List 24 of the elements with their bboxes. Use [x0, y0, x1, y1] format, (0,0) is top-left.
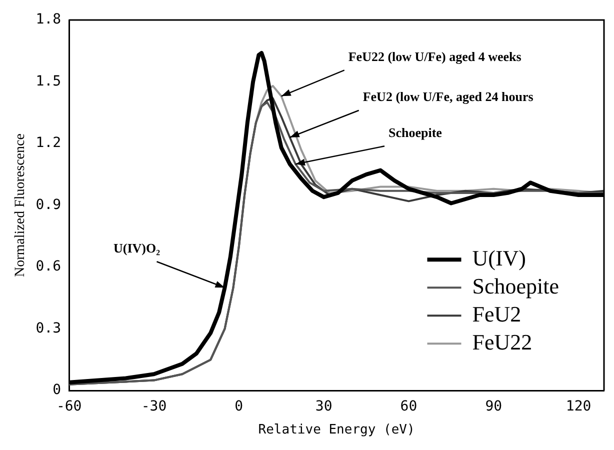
legend-label: Schoepite: [472, 273, 560, 298]
x-tick-label: 90: [485, 398, 502, 415]
y-tick-label: 0: [52, 382, 62, 398]
annotation: FeU22 (low U/Fe) aged 4 weeks: [348, 49, 522, 64]
y-axis-title: Normalized Fluorescence: [13, 134, 28, 278]
x-tick-label: -30: [141, 398, 167, 415]
y-tick-label: 1.8: [36, 12, 62, 28]
annotation: Schoepite: [388, 124, 442, 140]
x-tick-label: -60: [56, 398, 82, 415]
y-tick-label: 1.2: [36, 135, 62, 152]
legend-label: FeU2: [472, 301, 522, 326]
legend-label: U(IV): [472, 245, 526, 270]
x-tick-label: 60: [400, 398, 418, 415]
y-tick-label: 0.3: [36, 320, 62, 336]
x-tick-label: 120: [566, 398, 592, 415]
legend-label: FeU22: [472, 329, 532, 354]
y-tick-label: 0.6: [36, 258, 62, 275]
y-tick-label: 0.9: [36, 196, 62, 213]
y-tick-label: 1.5: [36, 73, 62, 90]
x-axis-title: Relative Energy (eV): [258, 422, 415, 438]
annotation: FeU2 (low U/Fe, aged 24 hours: [362, 89, 534, 104]
x-tick-label: 0: [234, 398, 244, 415]
x-tick-label: 30: [315, 398, 332, 415]
annotation: U(IV)O₂: [113, 240, 160, 256]
